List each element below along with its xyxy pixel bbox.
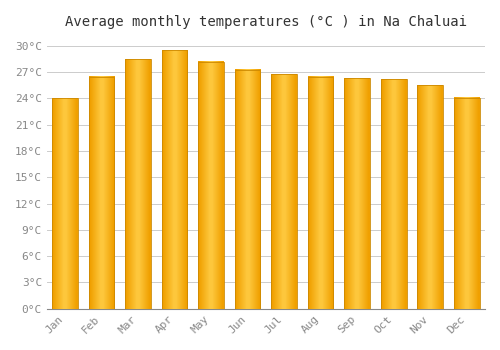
- Bar: [126, 59, 151, 309]
- Bar: [198, 62, 224, 309]
- Bar: [162, 50, 188, 309]
- Title: Average monthly temperatures (°C ) in Na Chaluai: Average monthly temperatures (°C ) in Na…: [65, 15, 467, 29]
- Bar: [344, 78, 370, 309]
- Bar: [52, 98, 78, 309]
- Bar: [89, 77, 114, 309]
- Bar: [308, 77, 334, 309]
- Bar: [272, 74, 297, 309]
- Bar: [235, 70, 260, 309]
- Bar: [381, 79, 406, 309]
- Bar: [418, 85, 443, 309]
- Bar: [454, 98, 479, 309]
